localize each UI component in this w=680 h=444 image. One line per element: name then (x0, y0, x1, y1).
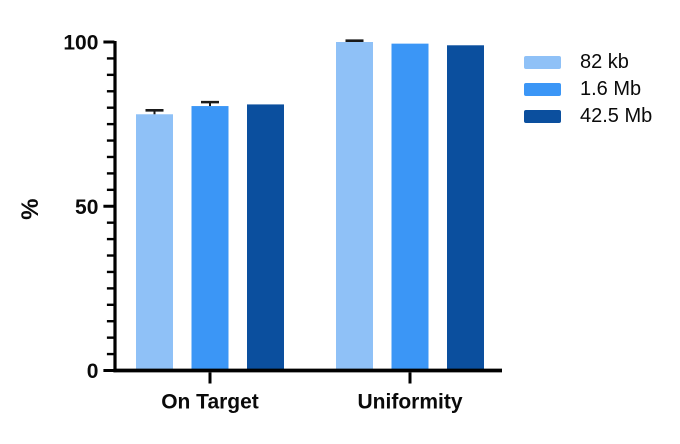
legend-item: 1.6 Mb (524, 76, 652, 103)
legend-label: 42.5 Mb (580, 105, 653, 127)
legend-swatch (524, 83, 561, 96)
bar-16Mb-1 (391, 43, 429, 373)
y-tick-label: 100 (63, 32, 98, 55)
bar-16Mb-0 (191, 106, 229, 373)
legend: 82 kb 1.6 Mb 42.5 Mb (524, 49, 652, 130)
x-category-label: Uniformity (358, 391, 463, 414)
bar-425Mb-1 (447, 45, 484, 372)
legend-item: 82 kb (524, 49, 652, 76)
x-category-label: On Target (161, 391, 259, 414)
legend-label: 82 kb (580, 51, 629, 73)
y-tick-label: 50 (75, 196, 98, 219)
legend-swatch (524, 56, 561, 69)
legend-item: 42.5 Mb (524, 103, 652, 130)
y-tick-label: 0 (87, 360, 99, 383)
bar-82kb-1 (336, 42, 373, 372)
y-axis-title: % (17, 199, 44, 220)
legend-label: 1.6 Mb (580, 78, 642, 100)
legend-swatch (524, 110, 561, 123)
bar-82kb-0 (136, 114, 173, 373)
bar-425Mb-0 (247, 104, 284, 372)
